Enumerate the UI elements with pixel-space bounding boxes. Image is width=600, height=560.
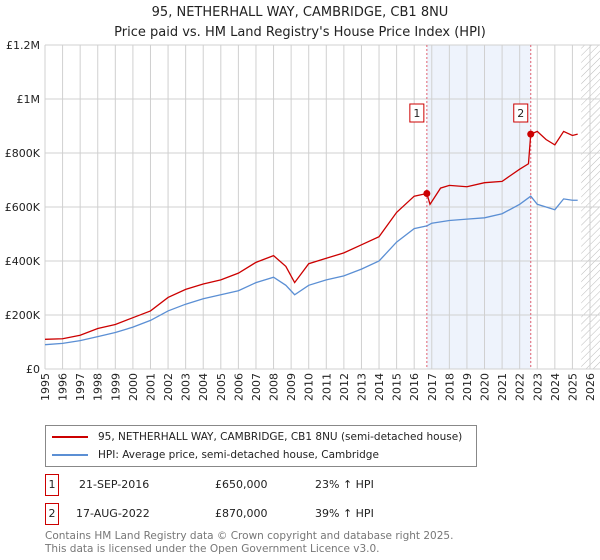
- x-tick-label: 1996: [57, 373, 70, 401]
- y-tick-label: £800K: [5, 147, 41, 160]
- y-tick-label: £1.2M: [6, 39, 40, 52]
- footer-line: This data is licensed under the Open Gov…: [45, 543, 380, 555]
- x-tick-label: 2025: [566, 373, 579, 401]
- subtitle-line: Price paid vs. HM Land Registry's House …: [114, 25, 486, 40]
- x-tick-label: 2009: [285, 373, 298, 401]
- x-tick-label: 2006: [232, 373, 245, 401]
- date: 21-SEP-2016: [79, 478, 150, 491]
- marker-badge: 2: [45, 503, 59, 525]
- sale-point: [423, 190, 431, 197]
- legend-item-property: 95, NETHERHALL WAY, CAMBRIDGE, CB1 8NU (…: [52, 429, 462, 445]
- x-tick-label: 2003: [180, 373, 193, 401]
- title-line: 95, NETHERHALL WAY, CAMBRIDGE, CB1 8NU: [151, 5, 449, 20]
- footer: Contains HM Land Registry data © Crown c…: [45, 530, 453, 556]
- x-tick-label: 2002: [162, 373, 175, 401]
- transaction-row: 2 17-AUG-2022 £870,000 39% ↑ HPI: [45, 503, 545, 525]
- x-tick-label: 2016: [408, 373, 421, 401]
- legend: 95, NETHERHALL WAY, CAMBRIDGE, CB1 8NU (…: [45, 425, 477, 467]
- y-tick-label: £400K: [5, 255, 41, 268]
- x-tick-label: 2020: [479, 373, 492, 401]
- legend-label: 95, NETHERHALL WAY, CAMBRIDGE, CB1 8NU (…: [98, 431, 463, 443]
- chart-title: 95, NETHERHALL WAY, CAMBRIDGE, CB1 8NU P…: [0, 3, 600, 43]
- y-tick-label: £0: [26, 363, 40, 376]
- date: 17-AUG-2022: [76, 507, 150, 520]
- x-tick-label: 1995: [39, 373, 52, 401]
- x-tick-label: 2019: [461, 373, 474, 401]
- x-tick-label: 2014: [373, 373, 386, 401]
- transaction-row: 1 21-SEP-2016 £650,000 23% ↑ HPI: [45, 474, 545, 496]
- x-tick-label: 1998: [92, 373, 105, 401]
- x-tick-label: 2010: [303, 373, 316, 401]
- footer-line: Contains HM Land Registry data © Crown c…: [45, 530, 454, 542]
- sale-point: [527, 130, 535, 138]
- x-tick-label: 2012: [338, 373, 351, 401]
- x-tick-label: 2008: [268, 373, 281, 401]
- marker-label: 2: [517, 107, 524, 120]
- x-tick-label: 2024: [549, 373, 562, 401]
- series-line: [44, 130, 578, 340]
- x-tick-label: 2001: [144, 373, 157, 401]
- legend-label: HPI: Average price, semi-detached house,…: [98, 449, 379, 461]
- hpi-change: 39% ↑ HPI: [315, 507, 374, 520]
- x-tick-label: 2023: [531, 373, 544, 401]
- y-tick-label: £200K: [5, 309, 41, 322]
- x-tick-label: 2026: [584, 373, 597, 401]
- x-tick-label: 1999: [109, 373, 122, 401]
- x-tick-label: 2000: [127, 373, 140, 401]
- x-tick-label: 1997: [74, 373, 87, 401]
- x-tick-label: 2007: [250, 373, 263, 401]
- y-tick-label: £600K: [5, 201, 41, 214]
- price-chart: 1995 1996 1997 1998 1999 2000 2001 2002 2003 2004…: [5, 39, 600, 401]
- hpi-change: 23% ↑ HPI: [315, 478, 374, 491]
- x-tick-label: 2021: [496, 373, 509, 401]
- price: £650,000: [215, 478, 268, 491]
- x-tick-label: 2005: [215, 373, 228, 401]
- marker-label: 1: [413, 107, 420, 120]
- x-tick-label: 2015: [391, 373, 404, 401]
- x-tick-label: 2017: [426, 373, 439, 401]
- marker-badge: [513, 103, 529, 123]
- x-tick-label: 2011: [320, 373, 333, 401]
- x-tick-label: 2022: [514, 373, 527, 401]
- x-tick-label: 2004: [197, 373, 210, 401]
- y-tick-label: £1M: [17, 93, 41, 106]
- marker-badge: 1: [45, 474, 59, 496]
- x-tick-label: 2018: [443, 373, 456, 401]
- marker-badge: [409, 103, 425, 123]
- x-tick-label: 2013: [355, 373, 368, 401]
- legend-item-hpi: HPI: Average price, semi-detached house,…: [52, 447, 379, 463]
- price: £870,000: [215, 507, 268, 520]
- series-line: [44, 195, 578, 346]
